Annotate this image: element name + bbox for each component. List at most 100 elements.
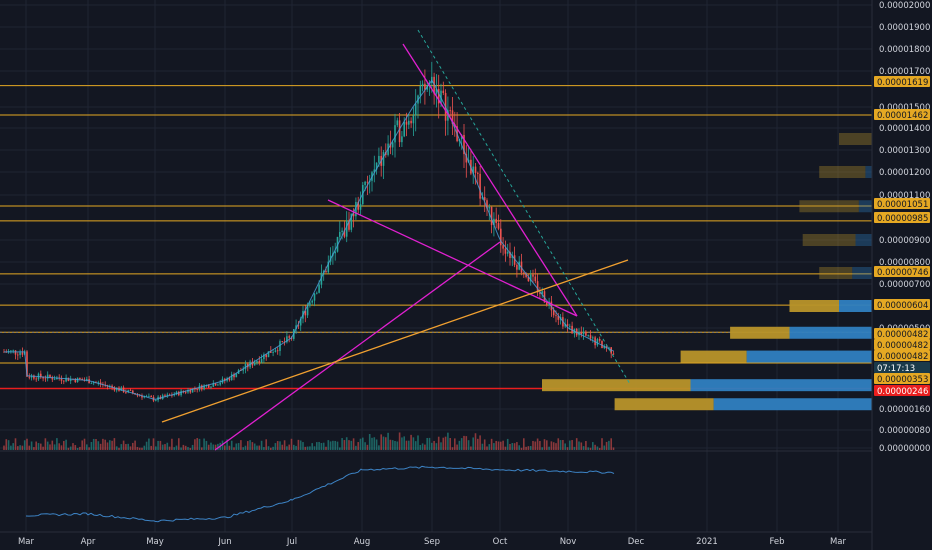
volume-bar (433, 440, 435, 450)
volume-bar (580, 442, 583, 450)
volume-bar (575, 438, 578, 450)
volume-bar (49, 444, 51, 450)
time-tick-label: Feb (769, 537, 784, 547)
candle-body (189, 390, 192, 393)
profile-up-2 (858, 200, 872, 213)
price-tick-label: 0.00001900 (879, 23, 930, 33)
volume-bar (138, 447, 141, 450)
volume-bar (286, 446, 288, 450)
price-tick-label: 0.00001700 (879, 67, 930, 77)
candle-body (566, 323, 569, 326)
price-tick-label: 0.00000080 (879, 426, 930, 436)
volume-bar (136, 446, 139, 450)
volume-bar (12, 443, 14, 450)
volume-bar (509, 443, 511, 450)
candle-body (412, 115, 415, 124)
volume-bar (447, 432, 449, 450)
volume-bar (267, 446, 270, 450)
volume-bar (249, 440, 251, 450)
price-tag-label: 0.00000746 (877, 268, 928, 278)
volume-bar (502, 440, 504, 450)
volume-bar (37, 443, 40, 450)
moving-average (4, 79, 614, 400)
candle-body (437, 88, 440, 104)
candle-body (63, 380, 65, 382)
volume-bar (297, 439, 300, 450)
candle-body (113, 387, 116, 391)
candle-body (447, 110, 449, 121)
candle-body (569, 325, 571, 327)
time-tick-label: Nov (560, 537, 577, 547)
volume-bar (111, 440, 113, 450)
volume-bar (375, 439, 378, 450)
time-tick-label: Dec (628, 537, 645, 547)
volume-bar (339, 447, 341, 450)
candle-body (486, 200, 488, 209)
volume-bar (483, 439, 486, 450)
candle-body (207, 384, 210, 388)
time-axis[interactable]: Mar Apr May Jun Jul Aug Sep Oct Nov Dec 2021 Feb Mar (0, 531, 872, 547)
price-tag-label: 0.00000482 (877, 341, 928, 351)
price-tag-label: 0.00000482 (877, 352, 928, 362)
volume-bar (403, 436, 405, 450)
volume-bar (513, 443, 516, 450)
volume-bar (520, 447, 523, 450)
volume-bar (313, 446, 316, 450)
candle-body (40, 373, 42, 378)
candle-body (90, 383, 93, 385)
price-tag-label: 0.00001462 (877, 111, 928, 121)
volume-bar (412, 437, 415, 450)
volume-bar (251, 442, 254, 450)
candle-body (490, 206, 493, 226)
profile-up-1 (865, 166, 872, 178)
time-tick-label: Sep (424, 537, 440, 547)
candle-body (150, 396, 152, 398)
volume-bar (334, 440, 336, 450)
volume-bar (120, 444, 123, 450)
volume-bar (534, 441, 537, 450)
volume-bar (302, 442, 304, 450)
price-tag-box (874, 362, 930, 373)
volume-bar (97, 441, 100, 450)
volume-bar (541, 447, 543, 450)
volume-bar (187, 447, 189, 450)
volume-bar (612, 447, 615, 450)
volume-bar (474, 433, 477, 450)
volume-bar (134, 440, 136, 450)
volume-bar (175, 445, 178, 450)
volume-bar (65, 439, 67, 450)
volume-bar (104, 439, 106, 450)
price-tag-box (874, 299, 930, 310)
volume-bar (401, 437, 403, 450)
candle-body (378, 155, 380, 163)
triangle-upper-line (402, 43, 578, 317)
volume-bar (237, 443, 240, 450)
candle-body (173, 394, 175, 396)
price-tick-label: 0.00001300 (879, 146, 930, 156)
candle-body (318, 284, 320, 293)
volume-bar (230, 440, 233, 450)
volume-bar (288, 444, 290, 450)
volume-bar (327, 440, 330, 450)
candle-body (125, 392, 127, 393)
volume-bar (240, 440, 242, 450)
candle-body (155, 400, 157, 402)
volume-bar (465, 436, 468, 450)
volume-bar (191, 444, 194, 450)
volume-bar (442, 437, 445, 450)
volume-bar (76, 447, 79, 450)
volume-bar (325, 446, 327, 450)
candle-body (612, 353, 615, 355)
candle-body (391, 142, 394, 148)
volume-bar (180, 447, 182, 450)
candle-body (184, 391, 187, 393)
profile-down-1 (819, 166, 866, 178)
volume-bar (33, 447, 35, 450)
candle-body (251, 361, 254, 366)
volume-bar (610, 438, 612, 450)
candle-body (403, 121, 405, 137)
candle-body (325, 271, 327, 273)
volume-bar (270, 447, 272, 450)
volume-bar (161, 444, 164, 450)
